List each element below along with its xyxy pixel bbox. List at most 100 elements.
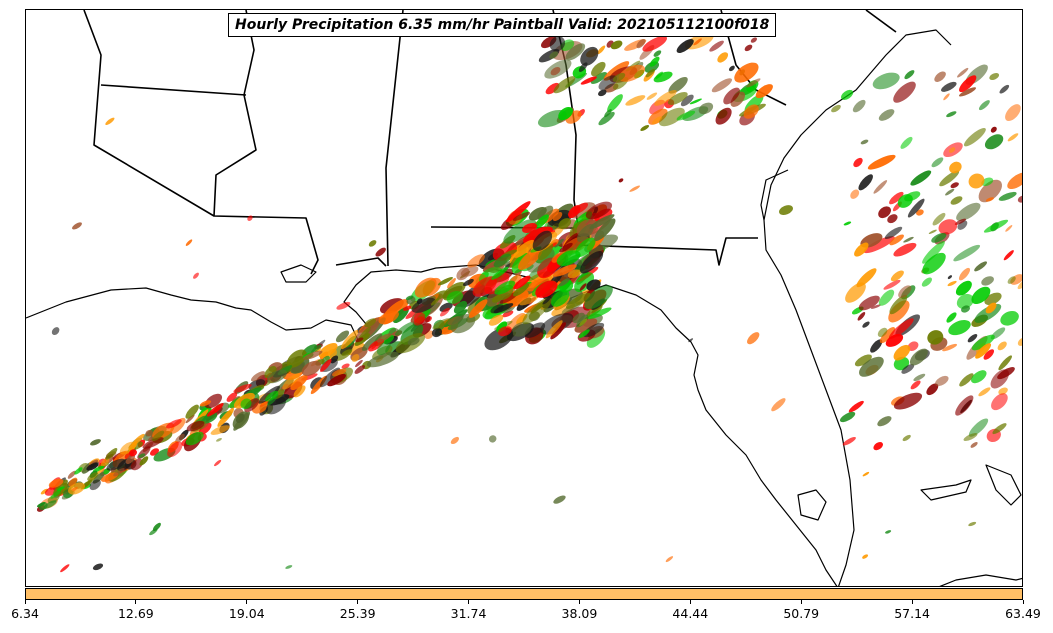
- paintball-blob: [113, 467, 125, 477]
- paintball-blob: [942, 343, 958, 352]
- paintball-blob: [922, 241, 945, 264]
- paintball-blob: [247, 215, 253, 221]
- colorbar-tick-label: 57.14: [894, 606, 931, 621]
- paintball-blob: [375, 247, 386, 257]
- paintball-blob: [971, 286, 991, 305]
- paintball-blob: [217, 408, 234, 427]
- paintball-blob: [354, 359, 363, 368]
- paintball-blob: [863, 236, 895, 254]
- paintball-blob: [594, 218, 616, 242]
- paintball-blob: [199, 400, 212, 407]
- paintball-blob: [877, 416, 892, 427]
- paintball-blob: [1007, 133, 1019, 142]
- paintball-blob: [744, 44, 753, 52]
- paintball-blob: [206, 403, 224, 417]
- paintball-blob: [50, 489, 62, 499]
- paintball-blob: [587, 307, 612, 320]
- paintball-blob: [214, 459, 222, 467]
- paintball-blob: [233, 383, 252, 393]
- oklahoma-texas-line: [100, 84, 247, 96]
- paintball-blob: [854, 242, 869, 257]
- paintball-blob: [843, 221, 852, 226]
- paintball-blob: [524, 322, 546, 338]
- paintball-blob: [432, 318, 451, 330]
- lake-pontchartrain: [280, 264, 317, 283]
- paintball-blob: [642, 35, 668, 52]
- paintball-blob: [853, 157, 863, 168]
- paintball-blob: [537, 243, 554, 261]
- paintball-blob: [138, 453, 146, 459]
- paintball-blob: [414, 277, 437, 298]
- paintball-blob: [402, 305, 412, 311]
- paintball-blob: [244, 398, 260, 413]
- paintball-blob: [950, 182, 959, 189]
- paintball-blob: [927, 330, 944, 345]
- paintball-blob: [186, 420, 205, 432]
- paintball-blob: [72, 222, 82, 230]
- paintball-blob: [430, 298, 440, 306]
- paintball-blob: [579, 283, 587, 291]
- texas-louisiana-coast: [26, 264, 838, 586]
- paintball-blob: [282, 373, 300, 390]
- paintball-blob: [867, 154, 896, 170]
- paintball-blob: [567, 205, 581, 219]
- paintball-blob: [89, 479, 101, 491]
- paintball-blob: [577, 273, 592, 283]
- paintball-blob: [394, 320, 417, 336]
- paintball-blob: [496, 321, 508, 333]
- paintball-blob: [860, 139, 869, 145]
- paintball-blob: [355, 337, 364, 343]
- paintball-blob: [990, 126, 997, 133]
- colorbar-tick: [800, 600, 802, 604]
- paintball-blob: [618, 64, 646, 82]
- paintball-blob: [676, 110, 696, 121]
- paintball-blob: [286, 349, 307, 368]
- paintball-blob: [532, 230, 553, 252]
- paintball-blob: [975, 343, 992, 359]
- paintball-blob: [335, 330, 350, 343]
- paintball-blob: [931, 233, 947, 243]
- paintball-blob: [332, 368, 347, 377]
- paintball-blob: [51, 327, 60, 336]
- paintball-blob: [1017, 195, 1022, 203]
- paintball-blob: [852, 99, 866, 113]
- paintball-blob: [100, 457, 110, 467]
- paintball-blob: [488, 435, 497, 443]
- paintball-blob: [941, 81, 957, 92]
- paintball-blob: [956, 202, 981, 221]
- paintball-blob: [950, 196, 963, 205]
- map-panel: [25, 9, 1023, 587]
- paintball-blob: [67, 470, 76, 479]
- paintball-blob: [545, 82, 560, 95]
- paintball-blob: [167, 441, 183, 458]
- paintball-blob: [216, 437, 222, 442]
- paintball-blob: [170, 417, 186, 434]
- paintball-blob: [497, 326, 512, 337]
- paintball-blob: [232, 411, 250, 429]
- paintball-blob: [654, 89, 677, 106]
- paintball-blob: [991, 393, 1008, 411]
- paintball-blob: [931, 157, 944, 168]
- paintball-blob: [989, 73, 1000, 80]
- paintball-blob: [958, 87, 977, 97]
- paintball-blob: [38, 501, 48, 511]
- paintball-blob: [884, 226, 903, 240]
- paintball-blob: [506, 201, 531, 223]
- paintball-blob: [361, 333, 383, 351]
- paintball-blob: [92, 563, 104, 571]
- colorbar-tick-label: 6.34: [11, 606, 39, 621]
- map-title: Hourly Precipitation 6.35 mm/hr Paintbal…: [228, 13, 777, 37]
- paintball-blob: [354, 365, 366, 374]
- paintball-blob: [446, 290, 464, 304]
- paintball-blob: [857, 312, 866, 321]
- paintball-blob: [655, 71, 664, 79]
- paintball-blob: [873, 180, 888, 194]
- paintball-blob: [405, 295, 414, 301]
- paintball-blob: [545, 320, 563, 339]
- paintball-blob: [959, 75, 977, 93]
- paintball-blob: [934, 71, 946, 82]
- paintball-blob: [957, 67, 969, 78]
- paintball-blob: [907, 198, 925, 218]
- paintball-blob: [983, 349, 995, 360]
- paintball-blob: [640, 125, 650, 131]
